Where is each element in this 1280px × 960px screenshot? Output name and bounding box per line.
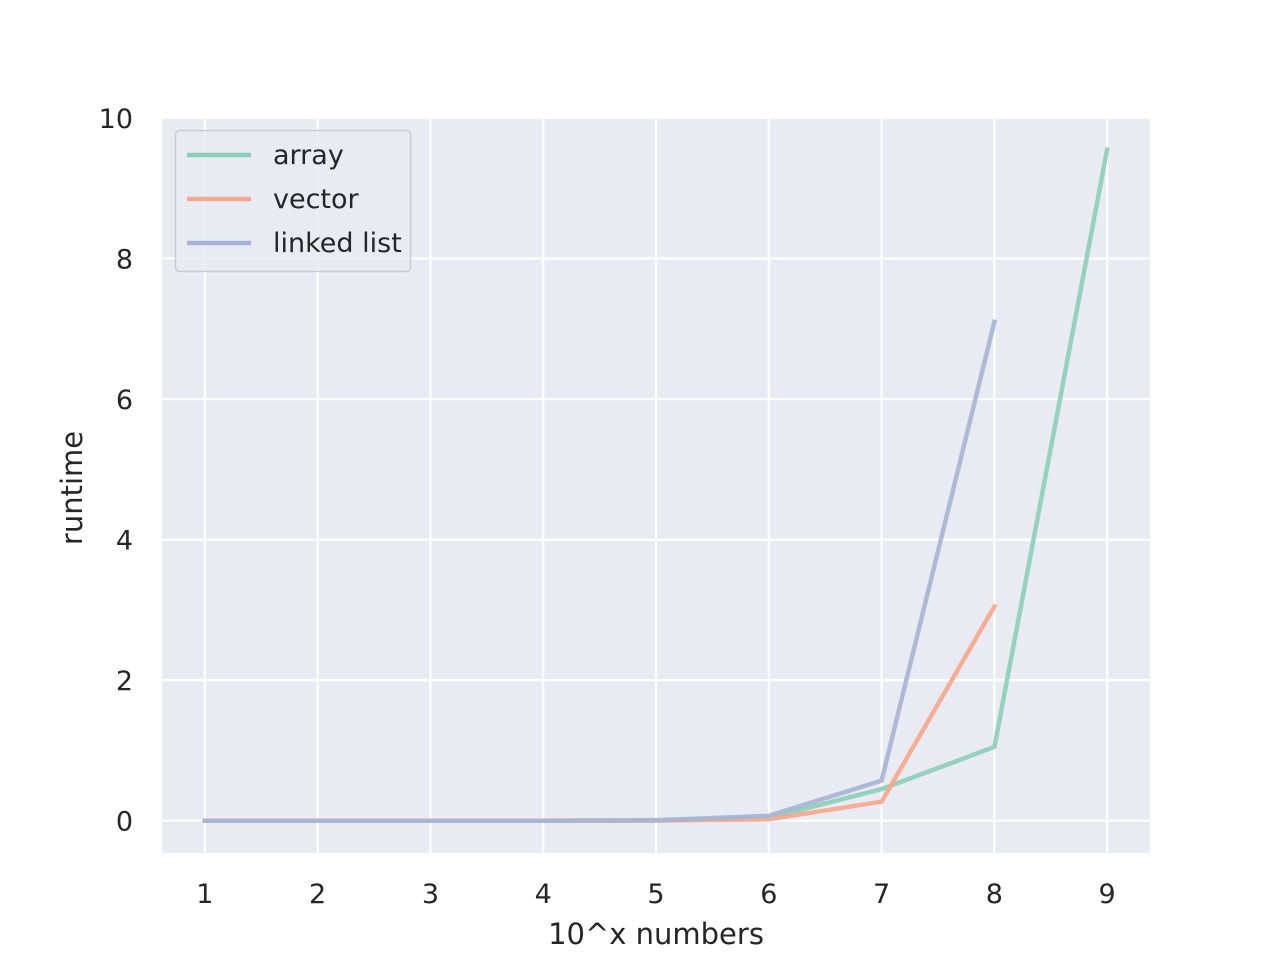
x-tick-label: 3 bbox=[422, 879, 439, 910]
y-tick-label: 0 bbox=[116, 807, 133, 838]
legend-label: array bbox=[273, 140, 344, 171]
x-axis-label: 10^x numbers bbox=[548, 917, 764, 951]
legend-label: vector bbox=[273, 184, 360, 215]
x-tick-label: 4 bbox=[535, 879, 552, 910]
x-tick-label: 8 bbox=[986, 879, 1003, 910]
y-tick-label: 2 bbox=[116, 666, 133, 697]
x-tick-label: 5 bbox=[647, 879, 664, 910]
x-tick-label: 2 bbox=[309, 879, 326, 910]
y-tick-label: 6 bbox=[116, 385, 133, 416]
x-axis-ticks: 1 2 3 4 5 6 7 8 9 bbox=[196, 879, 1115, 910]
legend-box bbox=[174, 129, 412, 273]
x-tick-label: 1 bbox=[196, 879, 213, 910]
x-tick-label: 7 bbox=[873, 879, 890, 910]
y-axis-ticks: 0 2 4 6 8 10 bbox=[99, 104, 133, 838]
x-tick-label: 6 bbox=[760, 879, 777, 910]
series-lines bbox=[202, 146, 1110, 823]
y-tick-label: 4 bbox=[116, 526, 133, 557]
y-tick-label: 8 bbox=[116, 245, 133, 276]
series-line-linked-list bbox=[202, 319, 998, 823]
y-axis-label: runtime bbox=[55, 431, 89, 545]
legend-label: linked list bbox=[273, 228, 402, 259]
legend: array vector linked list bbox=[174, 129, 412, 273]
x-tick-label: 9 bbox=[1099, 879, 1116, 910]
y-tick-label: 10 bbox=[99, 104, 133, 135]
